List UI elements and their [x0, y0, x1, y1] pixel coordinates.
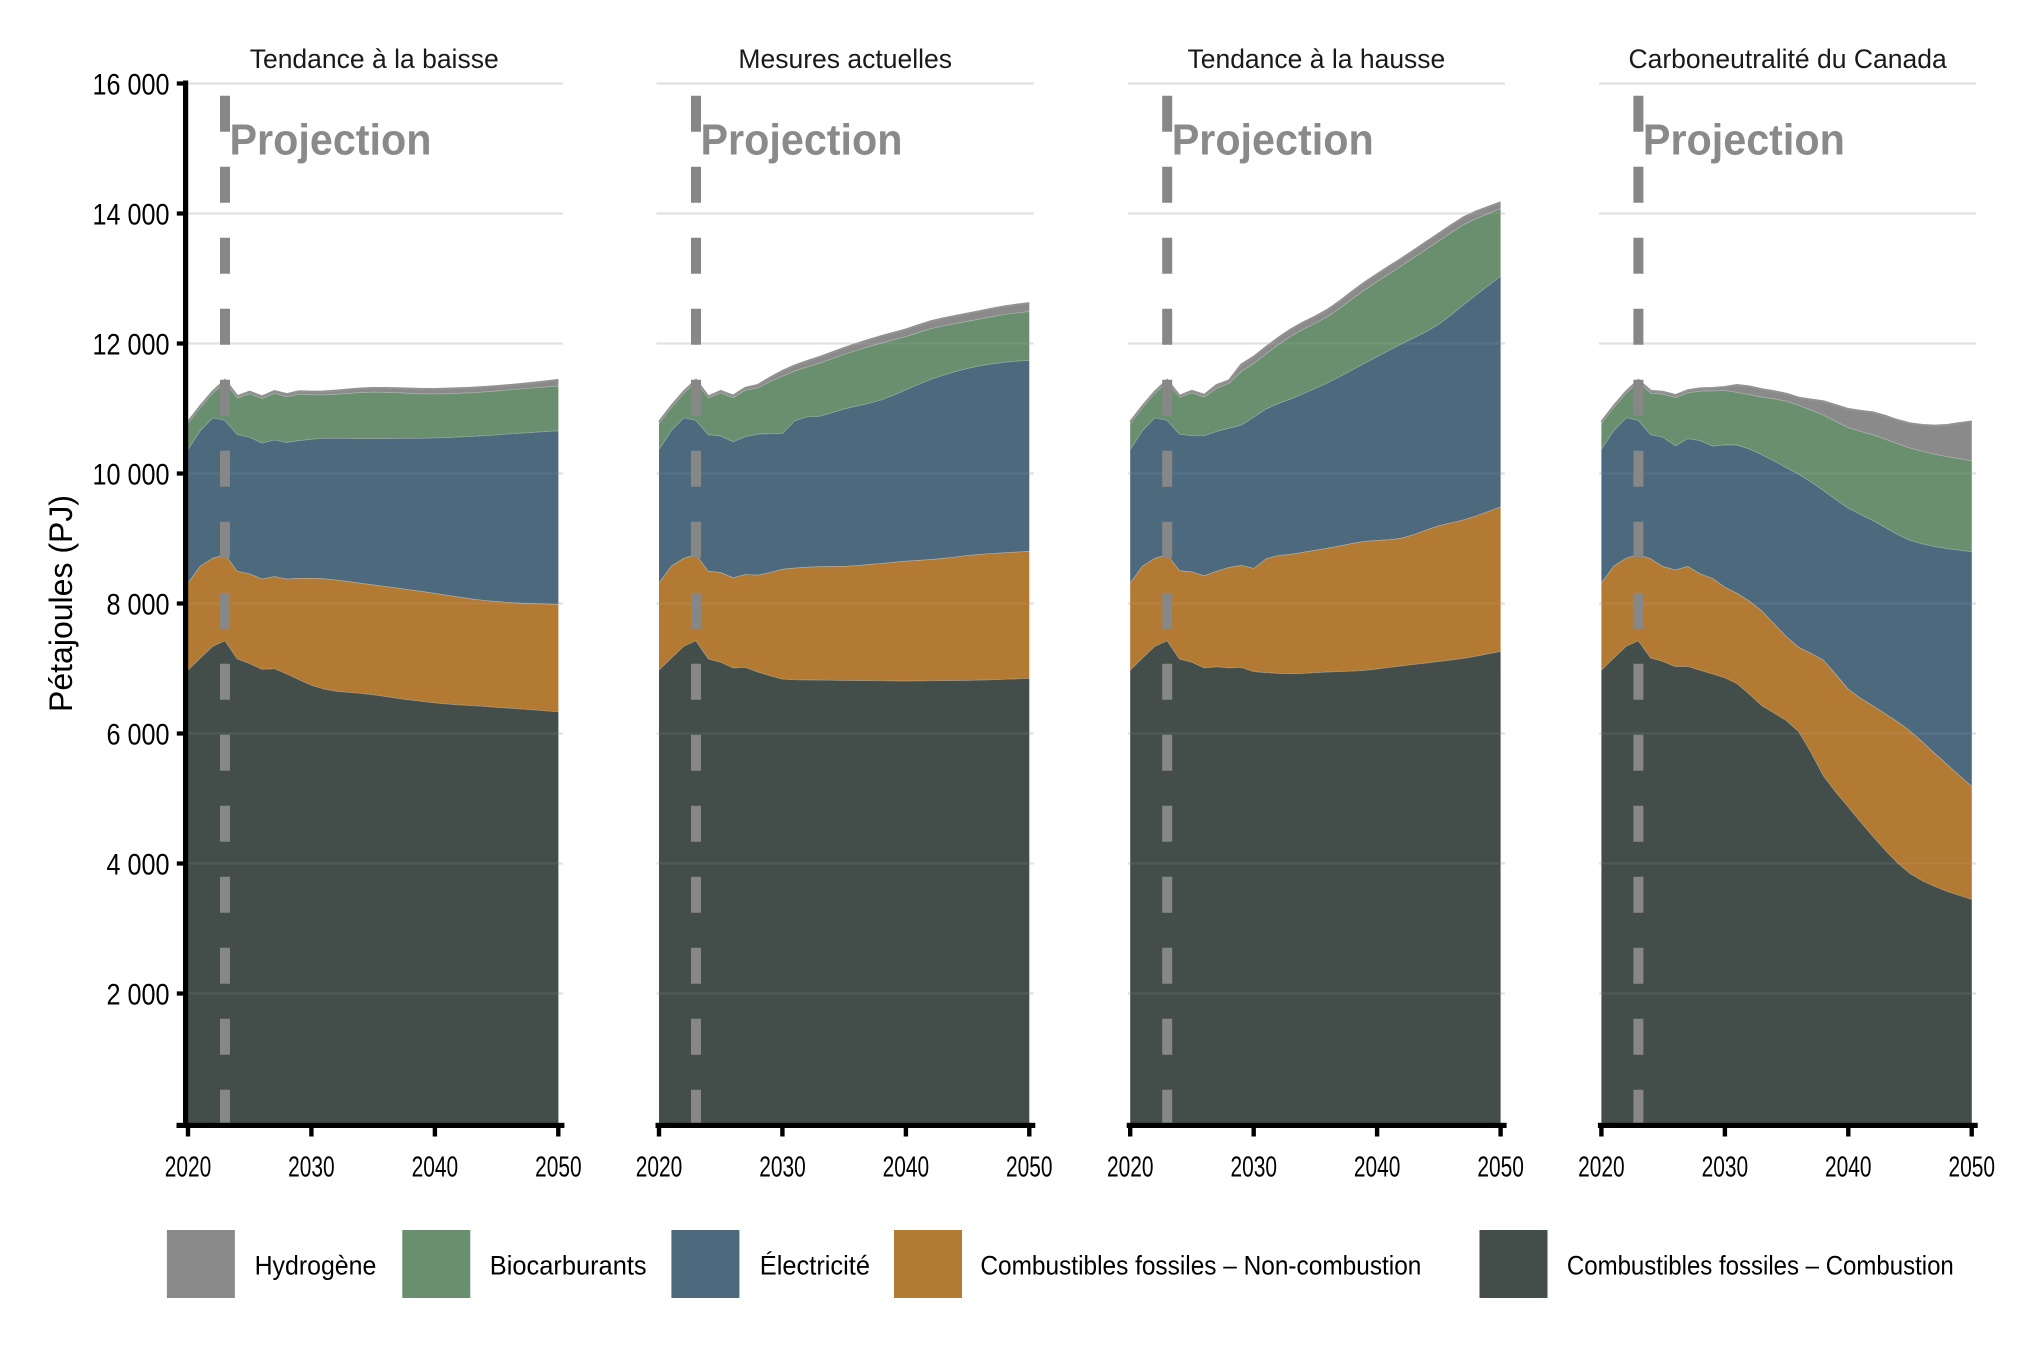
- svg-text:Électricité: Électricité: [760, 1251, 870, 1281]
- svg-text:2 000: 2 000: [107, 979, 170, 1012]
- svg-text:2050: 2050: [535, 1152, 582, 1184]
- svg-text:2020: 2020: [1578, 1152, 1625, 1184]
- svg-text:6 000: 6 000: [107, 719, 170, 752]
- svg-text:2020: 2020: [636, 1152, 683, 1184]
- svg-text:Projection: Projection: [701, 116, 903, 165]
- svg-text:Projection: Projection: [1172, 116, 1374, 165]
- svg-text:Combustibles fossiles – Non-co: Combustibles fossiles – Non-combustion: [980, 1251, 1421, 1281]
- svg-text:2040: 2040: [883, 1152, 930, 1184]
- svg-text:2030: 2030: [1702, 1152, 1749, 1184]
- svg-text:Mesures actuelles: Mesures actuelles: [738, 44, 952, 74]
- svg-text:16 000: 16 000: [93, 69, 170, 102]
- svg-text:2050: 2050: [1006, 1152, 1053, 1184]
- svg-text:Pétajoules (PJ): Pétajoules (PJ): [43, 495, 79, 712]
- svg-text:Tendance à la baisse: Tendance à la baisse: [250, 44, 499, 74]
- svg-text:2040: 2040: [1354, 1152, 1401, 1184]
- svg-text:2030: 2030: [1230, 1152, 1277, 1184]
- svg-text:2030: 2030: [759, 1152, 806, 1184]
- svg-text:2050: 2050: [1477, 1152, 1524, 1184]
- svg-text:8 000: 8 000: [107, 589, 170, 622]
- svg-text:Carboneutralité du Canada: Carboneutralité du Canada: [1628, 44, 1946, 74]
- svg-text:2040: 2040: [1825, 1152, 1872, 1184]
- svg-text:2020: 2020: [165, 1152, 212, 1184]
- svg-text:2020: 2020: [1107, 1152, 1154, 1184]
- svg-text:Hydrogène: Hydrogène: [255, 1251, 377, 1281]
- svg-text:2040: 2040: [412, 1152, 459, 1184]
- svg-text:12 000: 12 000: [93, 329, 170, 362]
- svg-text:4 000: 4 000: [107, 849, 170, 882]
- svg-text:10 000: 10 000: [93, 459, 170, 492]
- svg-text:2030: 2030: [288, 1152, 335, 1184]
- svg-text:14 000: 14 000: [93, 199, 170, 232]
- svg-text:Combustibles fossiles – Combus: Combustibles fossiles – Combustion: [1567, 1251, 1954, 1281]
- svg-text:Projection: Projection: [1643, 116, 1845, 165]
- svg-text:Projection: Projection: [230, 116, 432, 165]
- svg-text:Tendance à la hausse: Tendance à la hausse: [1187, 44, 1445, 74]
- svg-text:2050: 2050: [1949, 1152, 1996, 1184]
- svg-text:Biocarburants: Biocarburants: [490, 1251, 647, 1281]
